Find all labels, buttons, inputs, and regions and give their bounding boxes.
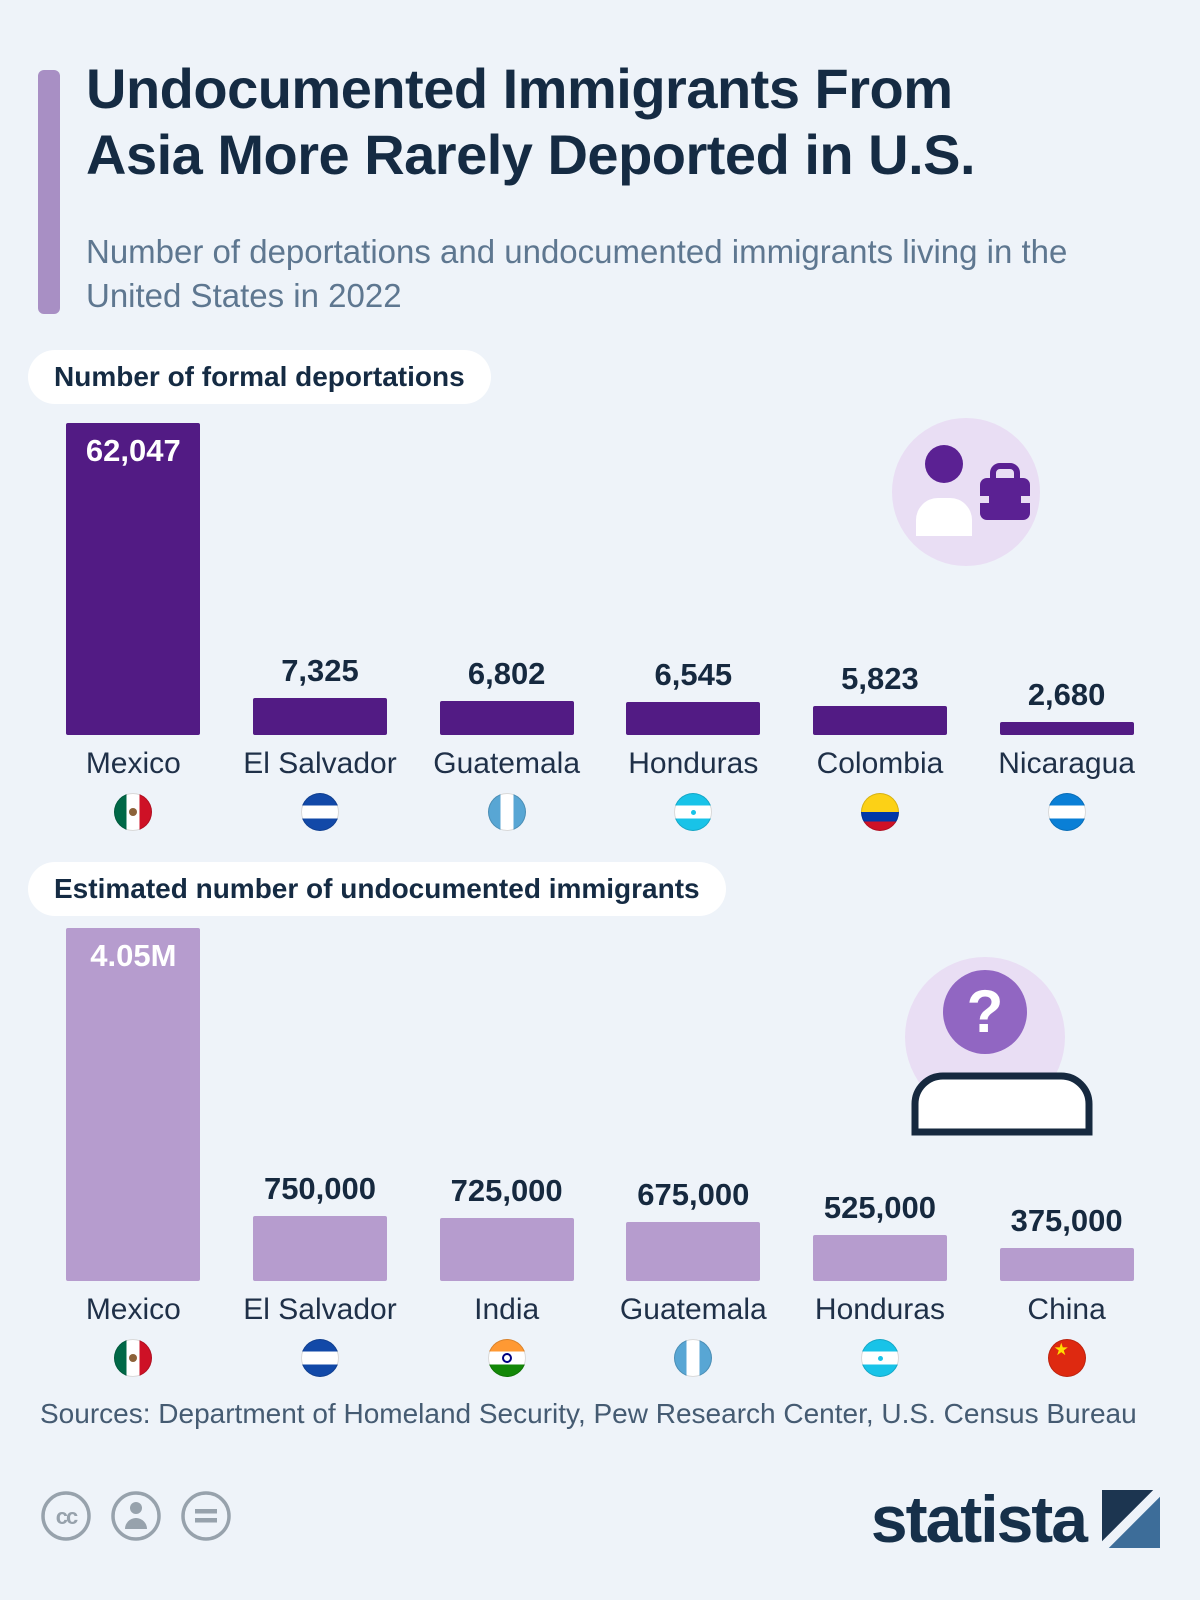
bar-wrap: 750,000: [227, 923, 414, 1281]
bar-honduras: [626, 702, 761, 735]
page-title-line2: Asia More Rarely Deported in U.S.: [86, 122, 976, 186]
statista-logo-mark: [1102, 1490, 1160, 1548]
flag-icon-honduras: [674, 793, 713, 831]
category-label: Mexico: [85, 1293, 181, 1326]
bar-value-label: 2,680: [1027, 677, 1106, 712]
bar-column-guatemala: 6,802 Guatemala: [413, 419, 600, 831]
bar-wrap: 6,545: [600, 419, 787, 735]
bar-wrap: 525,000: [787, 923, 974, 1281]
bar-column-china: 375,000 China: [973, 923, 1160, 1377]
bar-honduras: [812, 1235, 947, 1281]
bar-column-el-salvador: 7,325 El Salvador: [227, 419, 414, 831]
bar-el-salvador: [252, 698, 387, 735]
bar-column-colombia: 5,823 Colombia: [787, 419, 974, 831]
flag-icon-el-salvador: [300, 793, 339, 831]
bar-chart-deportations: 62,047 Mexico 7,325 El Salvador 6,802 Guatema…: [40, 419, 1160, 831]
bar-value-label: 4.05M: [90, 938, 177, 973]
cc-icon[interactable]: cc: [40, 1490, 92, 1542]
bar-wrap: 375,000: [973, 923, 1160, 1281]
section-label-undocumented: Estimated number of undocumented immigra…: [28, 862, 726, 916]
bar-value-label: 6,802: [467, 656, 546, 691]
bar-chart-undocumented: 4.05M Mexico 750,000 El Salvador 725,000 Indi…: [40, 923, 1160, 1377]
flag-icon-guatemala: [487, 793, 526, 831]
category-label: Colombia: [816, 747, 944, 780]
bar-wrap: 62,047: [40, 419, 227, 735]
sources-text: Sources: Department of Homeland Security…: [40, 1398, 1137, 1429]
bar-column-el-salvador: 750,000 El Salvador: [227, 923, 414, 1377]
bar-el-salvador: [252, 1216, 387, 1281]
bar-guatemala: [439, 701, 574, 735]
attribution-person-icon[interactable]: [110, 1490, 162, 1542]
category-label: Nicaragua: [998, 747, 1135, 780]
bar-wrap: 4.05M: [40, 923, 227, 1281]
flag-icon-mexico: [114, 793, 153, 831]
bar-value-label: 375,000: [1010, 1203, 1123, 1238]
bar-nicaragua: [999, 722, 1134, 735]
flag-icon-china: [1047, 1339, 1086, 1377]
category-label: Honduras: [628, 747, 759, 780]
category-label: Guatemala: [619, 1293, 767, 1326]
bar-value-label: 725,000: [450, 1173, 563, 1208]
bar-column-honduras: 525,000 Honduras: [787, 923, 974, 1377]
page-title-line1: Undocumented Immigrants From: [86, 57, 953, 120]
bar-value-label: 525,000: [823, 1190, 936, 1225]
bar-column-india: 725,000 India: [413, 923, 600, 1377]
bar-column-nicaragua: 2,680 Nicaragua: [973, 419, 1160, 831]
bar-china: [999, 1248, 1134, 1281]
page-title: Undocumented Immigrants From Asia More R…: [86, 56, 976, 187]
flag-icon-mexico: [114, 1339, 153, 1377]
svg-text:cc: cc: [56, 1504, 78, 1529]
statista-wordmark: statista: [870, 1482, 1088, 1556]
statista-logo[interactable]: statista: [871, 1486, 1160, 1552]
bar-wrap: 7,325: [227, 419, 414, 735]
bar-wrap: 675,000: [600, 923, 787, 1281]
bar-value-label: 675,000: [637, 1177, 750, 1212]
bar-value-label: 6,545: [654, 657, 733, 692]
flag-icon-honduras: [860, 1339, 899, 1377]
bar-column-mexico: 62,047 Mexico: [40, 419, 227, 831]
bar-colombia: [812, 706, 947, 735]
category-label: El Salvador: [243, 747, 397, 780]
category-label: Mexico: [85, 747, 181, 780]
flag-icon-nicaragua: [1047, 793, 1086, 831]
category-label: Honduras: [814, 1293, 945, 1326]
category-label: China: [1027, 1293, 1106, 1326]
bar-column-mexico: 4.05M Mexico: [40, 923, 227, 1377]
bar-value-label: 750,000: [263, 1171, 377, 1206]
bar-wrap: 2,680: [973, 419, 1160, 735]
person-with-suitcase-icon: [888, 414, 1048, 579]
license-badges: cc: [40, 1490, 232, 1542]
page-subtitle: Number of deportations and undocumented …: [86, 233, 1068, 314]
bar-india: [439, 1218, 574, 1281]
bar-wrap: 6,802: [413, 419, 600, 735]
category-label: India: [474, 1293, 540, 1326]
category-label: El Salvador: [243, 1293, 397, 1326]
equal-sign-icon[interactable]: [180, 1490, 232, 1542]
person-with-question-mark-icon: ?: [885, 952, 1135, 1147]
bar-mexico: 4.05M: [66, 928, 201, 1281]
bar-wrap: 725,000: [413, 923, 600, 1281]
category-label: Guatemala: [433, 747, 581, 780]
bar-wrap: 5,823: [787, 419, 974, 735]
title-accent-bar: [38, 70, 60, 314]
flag-icon-el-salvador: [300, 1339, 339, 1377]
bar-mexico: 62,047: [66, 423, 201, 735]
bar-column-honduras: 6,545 Honduras: [600, 419, 787, 831]
bar-value-label: 62,047: [85, 433, 181, 468]
svg-text:?: ?: [967, 978, 1004, 1045]
bar-value-label: 5,823: [841, 661, 919, 696]
bar-column-guatemala: 675,000 Guatemala: [600, 923, 787, 1377]
section-label-deportations: Number of formal deportations: [28, 350, 491, 404]
flag-icon-guatemala: [674, 1339, 713, 1377]
bar-value-label: 7,325: [281, 653, 359, 688]
flag-icon-colombia: [860, 793, 899, 831]
flag-icon-india: [487, 1339, 526, 1377]
bar-guatemala: [626, 1222, 761, 1281]
